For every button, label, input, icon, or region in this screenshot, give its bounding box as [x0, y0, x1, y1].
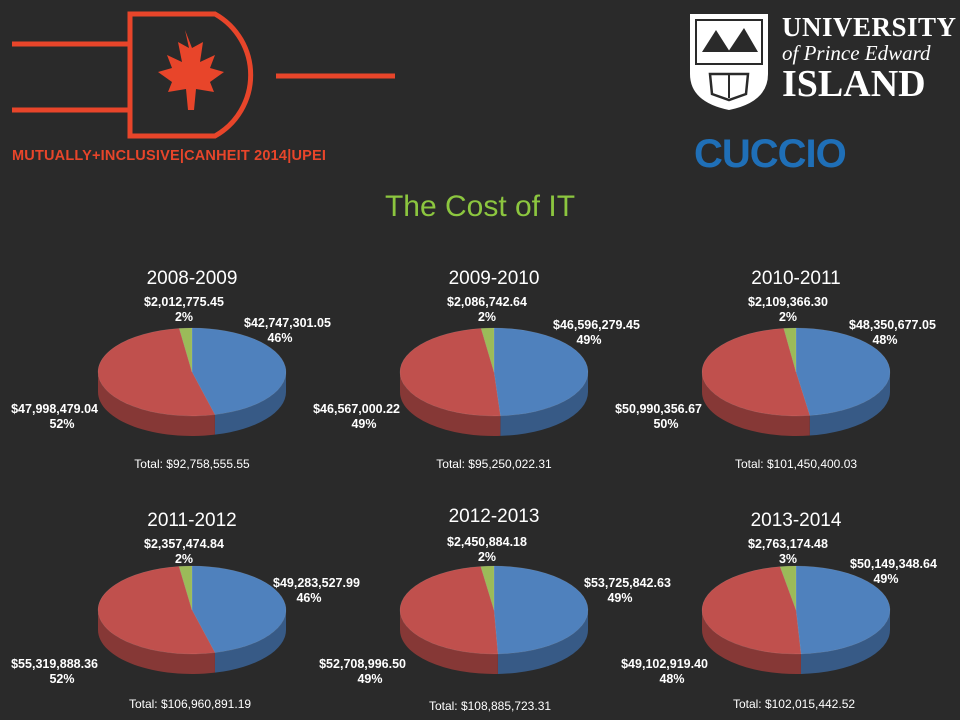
pie-chart-2012-2013: 2012-2013$53,725,842.6349%$52,708,996.50…	[319, 506, 671, 713]
chart-title: 2011-2012	[147, 510, 236, 531]
chart-title: 2009-2010	[449, 268, 540, 289]
pie-side-1	[400, 372, 501, 436]
pie-side-0	[500, 372, 588, 436]
pie-side-0	[497, 610, 588, 674]
chart-title: 2008-2009	[147, 268, 238, 289]
chart-total: Total: $95,250,022.31	[436, 457, 552, 471]
slice-percent-label: 2%	[478, 550, 496, 564]
cuccio-logo: CUCCIO	[694, 132, 847, 176]
university-line2: of Prince Edward	[782, 41, 931, 65]
pie-slice-2	[480, 327, 495, 373]
maple-leaf-icon	[158, 30, 224, 110]
slice-value-label: $55,319,888.36	[11, 657, 98, 671]
chart-total: Total: $108,885,723.31	[429, 699, 551, 713]
pie-slice-0	[191, 327, 287, 415]
slice-percent-label: 50%	[653, 417, 678, 431]
slice-value-label: $50,990,356.67	[615, 402, 702, 416]
slice-value-label: $2,357,474.84	[144, 537, 224, 551]
slice-value-label: $46,596,279.45	[553, 318, 640, 332]
chart-title: 2013-2014	[751, 510, 842, 531]
slice-value-label: $46,567,000.22	[313, 402, 400, 416]
pie-slice-2	[480, 565, 495, 611]
slice-value-label: $49,102,919.40	[621, 657, 708, 671]
slice-percent-label: 2%	[779, 310, 797, 324]
pie-side-0	[214, 372, 286, 435]
pie-chart-2009-2010: 2009-2010$46,596,279.4549%$46,567,000.22…	[313, 268, 640, 471]
pie-slice-0	[493, 327, 589, 417]
slice-value-label: $2,109,366.30	[748, 295, 828, 309]
slice-value-label: $48,350,677.05	[849, 318, 936, 332]
slice-value-label: $47,998,479.04	[11, 402, 98, 416]
slice-percent-label: 49%	[357, 672, 382, 686]
slice-percent-label: 49%	[351, 417, 376, 431]
slice-percent-label: 2%	[175, 310, 193, 324]
pie-side-1	[98, 610, 215, 674]
slide-title: The Cost of IT	[384, 190, 576, 223]
slice-percent-label: 52%	[49, 417, 74, 431]
pie-side-0	[800, 610, 890, 674]
slice-percent-label: 48%	[659, 672, 684, 686]
pie-slice-2	[178, 565, 193, 611]
slice-percent-label: 49%	[873, 572, 898, 586]
pie-slice-0	[795, 565, 891, 655]
slice-percent-label: 52%	[49, 672, 74, 686]
slice-percent-label: 48%	[872, 333, 897, 347]
pie-slice-1	[399, 328, 501, 417]
pie-slice-1	[701, 566, 802, 655]
slice-value-label: $52,708,996.50	[319, 657, 406, 671]
pie-slice-1	[399, 566, 499, 655]
slice-percent-label: 2%	[478, 310, 496, 324]
pie-slice-2	[783, 327, 797, 373]
slice-percent-label: 46%	[296, 591, 321, 605]
chart-total: Total: $106,960,891.19	[129, 697, 251, 711]
logo-gate-outline	[127, 11, 254, 139]
pie-side-1	[98, 372, 215, 436]
slice-value-label: $49,283,527.99	[273, 576, 360, 590]
university-logo-text: UNIVERSITY of Prince Edward ISLAND	[782, 12, 957, 105]
slice-percent-label: 49%	[607, 591, 632, 605]
pie-slice-0	[795, 327, 891, 416]
slice-value-label: $2,086,742.64	[447, 295, 527, 309]
slice-value-label: $2,763,174.48	[748, 537, 828, 551]
slice-value-label: $42,747,301.05	[244, 316, 331, 330]
pie-slice-1	[701, 328, 811, 417]
pie-slice-1	[97, 328, 216, 417]
university-line1: UNIVERSITY	[782, 12, 957, 42]
chart-total: Total: $101,450,400.03	[735, 457, 857, 471]
slice-percent-label: 3%	[779, 552, 797, 566]
pie-slice-2	[779, 565, 797, 611]
slice-value-label: $2,012,775.45	[144, 295, 224, 309]
pie-slice-0	[191, 565, 287, 653]
pie-slice-1	[97, 566, 216, 655]
slice-value-label: $50,149,348.64	[850, 557, 937, 571]
slice-percent-label: 46%	[267, 331, 292, 345]
pie-slice-0	[493, 565, 589, 655]
university-line3: ISLAND	[782, 63, 926, 105]
upei-crest-icon	[690, 14, 768, 110]
slice-percent-label: 49%	[576, 333, 601, 347]
chart-total: Total: $92,758,555.55	[134, 457, 250, 471]
pie-side-1	[702, 372, 810, 436]
canheit-logo	[12, 11, 395, 139]
pie-side-1	[702, 610, 801, 674]
chart-total: Total: $102,015,442.52	[733, 697, 855, 711]
pie-side-0	[214, 610, 286, 673]
chart-title: 2010-2011	[751, 268, 840, 289]
conference-banner: MUTUALLY+INCLUSIVE|CANHEIT 2014|UPEI	[12, 148, 327, 164]
slice-percent-label: 2%	[175, 552, 193, 566]
chart-title: 2012-2013	[449, 506, 540, 527]
slice-value-label: $53,725,842.63	[584, 576, 671, 590]
pie-side-0	[809, 372, 890, 436]
slice-value-label: $2,450,884.18	[447, 535, 527, 549]
pie-side-1	[400, 610, 498, 674]
pie-slice-2	[178, 327, 193, 373]
